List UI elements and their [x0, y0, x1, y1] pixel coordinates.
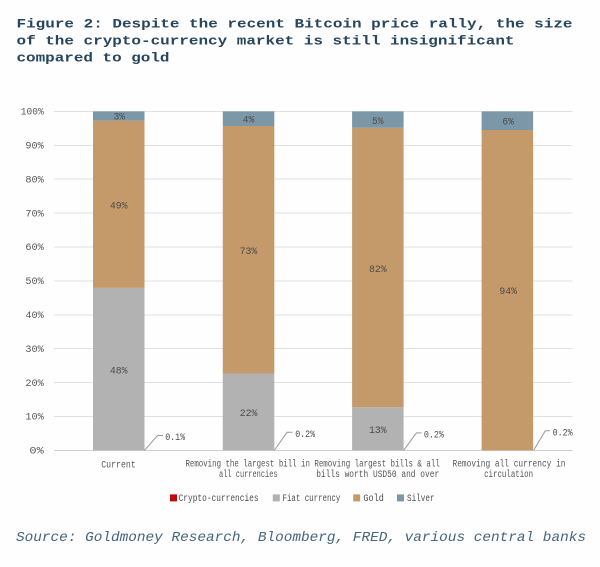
svg-text:40%: 40%: [25, 311, 43, 322]
svg-text:Removing all currency in: Removing all currency in: [453, 458, 566, 470]
svg-text:0%: 0%: [29, 447, 43, 458]
svg-text:82%: 82%: [369, 264, 387, 276]
svg-text:50%: 50%: [25, 277, 43, 288]
svg-text:73%: 73%: [240, 246, 258, 258]
svg-text:60%: 60%: [25, 243, 43, 254]
svg-text:0.2%: 0.2%: [295, 429, 316, 441]
svg-text:0.2%: 0.2%: [553, 427, 574, 439]
svg-text:0.2%: 0.2%: [424, 430, 445, 442]
svg-text:compared to gold: compared to gold: [17, 51, 170, 66]
svg-text:94%: 94%: [499, 286, 517, 298]
svg-text:4%: 4%: [243, 114, 255, 126]
svg-text:circulation: circulation: [484, 469, 533, 481]
svg-text:Gold: Gold: [363, 493, 384, 505]
svg-text:70%: 70%: [25, 209, 43, 220]
svg-text:3%: 3%: [113, 112, 125, 124]
svg-text:0.1%: 0.1%: [165, 432, 186, 444]
svg-text:6%: 6%: [502, 117, 514, 129]
svg-text:30%: 30%: [25, 345, 43, 356]
svg-text:of the crypto-currency market: of the crypto-currency market is still i…: [17, 34, 515, 49]
svg-text:bills worth USD50 and over: bills worth USD50 and over: [316, 469, 439, 481]
svg-text:90%: 90%: [25, 142, 43, 153]
svg-text:49%: 49%: [110, 201, 128, 213]
svg-text:all currencies: all currencies: [219, 469, 278, 481]
svg-text:13%: 13%: [369, 425, 387, 437]
svg-text:80%: 80%: [25, 175, 43, 186]
svg-text:Removing the largest bill in: Removing the largest bill in: [185, 458, 310, 470]
svg-text:20%: 20%: [25, 379, 43, 390]
svg-text:100%: 100%: [21, 108, 44, 119]
svg-text:Figure 2: Despite the recent B: Figure 2: Despite the recent Bitcoin pri…: [17, 17, 573, 32]
svg-text:Fiat currency: Fiat currency: [283, 493, 341, 505]
svg-text:Removing largest bills & all: Removing largest bills & all: [314, 458, 440, 470]
svg-text:10%: 10%: [25, 413, 43, 424]
svg-text:Source: Goldmoney Research, Bl: Source: Goldmoney Research, Bloomberg, F…: [16, 530, 586, 546]
svg-text:48%: 48%: [110, 365, 128, 377]
svg-text:5%: 5%: [372, 116, 384, 128]
svg-text:22%: 22%: [240, 408, 258, 420]
svg-text:Crypto-currencies: Crypto-currencies: [179, 493, 259, 505]
svg-text:Current: Current: [101, 461, 136, 472]
svg-text:Silver: Silver: [407, 493, 435, 505]
